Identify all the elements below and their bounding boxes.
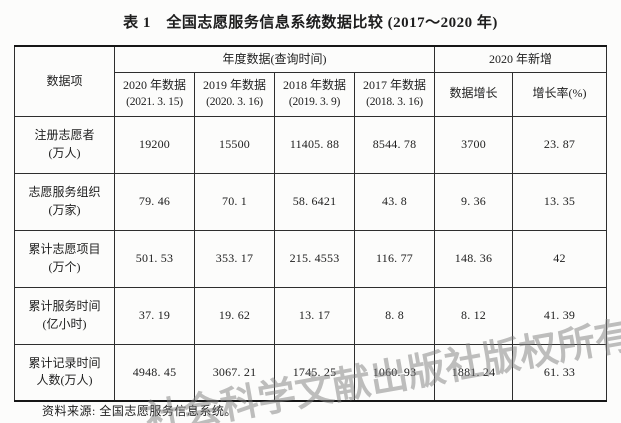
row-label-line1: 志愿服务组织: [28, 185, 101, 200]
year-label: 2020 年数据: [122, 77, 186, 92]
cell-value: 116. 77: [354, 229, 435, 288]
query-date: (2020. 3. 16): [206, 96, 263, 109]
col-group-2020-new: 2020 年新增: [433, 45, 608, 73]
cell-value: 353. 17: [194, 229, 275, 288]
col-header-2018-data: 2018 年数据 (2019. 3. 9): [274, 71, 355, 117]
row-label-line2: (万人): [48, 145, 81, 160]
table-row-service-hours: 累计服务时间 (亿小时) 37. 19 19. 62 13. 17 8. 8 8…: [14, 286, 608, 345]
cell-value: 4948. 45: [114, 343, 195, 402]
table-title: 表 1 全国志愿服务信息系统数据比较 (2017～2020 年): [123, 15, 498, 31]
cell-value: 58. 6421: [274, 172, 355, 231]
cell-value: 215. 4553: [274, 229, 355, 288]
header-row-columns: 2020 年数据 (2021. 3. 15) 2019 年数据 (2020. 3…: [15, 71, 608, 117]
cell-value: 37. 19: [114, 286, 195, 345]
row-label: 累计记录时间 人数(万人): [14, 343, 115, 402]
cell-value: 3067. 21: [194, 343, 275, 402]
cell-value: 148. 36: [434, 229, 513, 288]
query-date: (2018. 3. 16): [366, 96, 423, 109]
cell-value: 19200: [114, 115, 195, 174]
year-label: 2019 年数据: [202, 77, 266, 92]
cell-value: 9. 36: [434, 172, 513, 231]
cell-value: 3700: [434, 115, 513, 174]
col-header-2020-data: 2020 年数据 (2021. 3. 15): [114, 71, 195, 117]
cell-value: 1745. 25: [274, 343, 355, 402]
cell-value: 501. 53: [114, 229, 195, 288]
row-label-line1: 累计记录时间: [28, 355, 101, 370]
row-label: 志愿服务组织 (万家): [14, 172, 115, 231]
row-label-line1: 注册志愿者: [34, 128, 95, 143]
table-row-volunteer-projects: 累计志愿项目 (万个) 501. 53 353. 17 215. 4553 11…: [14, 229, 608, 288]
cell-value: 11405. 88: [274, 115, 355, 174]
query-date: (2019. 3. 9): [288, 96, 341, 109]
source-note: 资料来源: 全国志愿服务信息系统。: [42, 404, 237, 418]
row-label-line2: (万家): [48, 202, 81, 217]
query-date: (2021. 3. 15): [126, 96, 183, 109]
col-header-2019-data: 2019 年数据 (2020. 3. 16): [194, 71, 275, 117]
row-label-line2: (亿小时): [42, 316, 87, 331]
row-label-line1: 累计服务时间: [28, 299, 101, 314]
row-label-line2: (万个): [48, 259, 81, 274]
cell-value: 70. 1: [194, 172, 275, 231]
table-row-recorded-time-people: 累计记录时间 人数(万人) 4948. 45 3067. 21 1745. 25…: [14, 343, 608, 402]
col-header-growth-rate: 增长率(%): [511, 71, 608, 117]
col-group-annual-data: 年度数据(查询时间): [114, 45, 435, 73]
year-label: 2018 年数据: [282, 77, 346, 92]
table-row-service-organizations: 志愿服务组织 (万家) 79. 46 70. 1 58. 6421 43. 8 …: [14, 172, 608, 231]
cell-value: 13. 35: [511, 172, 608, 231]
col-header-data-item: 数据项: [14, 45, 115, 117]
col-header-data-growth: 数据增长: [434, 71, 513, 117]
row-label-line2: 人数(万人): [36, 373, 93, 388]
header-row-groups: 数据项 年度数据(查询时间) 2020 年新增: [14, 45, 608, 117]
cell-value: 13. 17: [274, 286, 355, 345]
row-label: 累计服务时间 (亿小时): [14, 286, 115, 345]
cell-value: 19. 62: [194, 286, 275, 345]
cell-value: 1881. 24: [434, 343, 513, 402]
data-table: 数据项 年度数据(查询时间) 2020 年新增 2020 年数据 (2021. …: [14, 45, 608, 402]
cell-value: 61. 33: [511, 343, 608, 402]
row-label: 注册志愿者 (万人): [14, 115, 115, 174]
cell-value: 8. 8: [354, 286, 435, 345]
cell-value: 41. 39: [511, 286, 608, 345]
cell-value: 8. 12: [434, 286, 513, 345]
row-label: 累计志愿项目 (万个): [14, 229, 115, 288]
year-label: 2017 年数据: [362, 77, 426, 92]
cell-value: 15500: [194, 115, 275, 174]
cell-value: 79. 46: [114, 172, 195, 231]
row-label-line1: 累计志愿项目: [28, 242, 101, 257]
table-row-registered-volunteers: 注册志愿者 (万人) 19200 15500 11405. 88 8544. 7…: [14, 115, 608, 174]
cell-value: 43. 8: [354, 172, 435, 231]
cell-value: 8544. 78: [354, 115, 435, 174]
cell-value: 1060. 93: [354, 343, 435, 402]
cell-value: 42: [511, 229, 608, 288]
col-header-2017-data: 2017 年数据 (2018. 3. 16): [354, 71, 435, 117]
cell-value: 23. 87: [511, 115, 608, 174]
